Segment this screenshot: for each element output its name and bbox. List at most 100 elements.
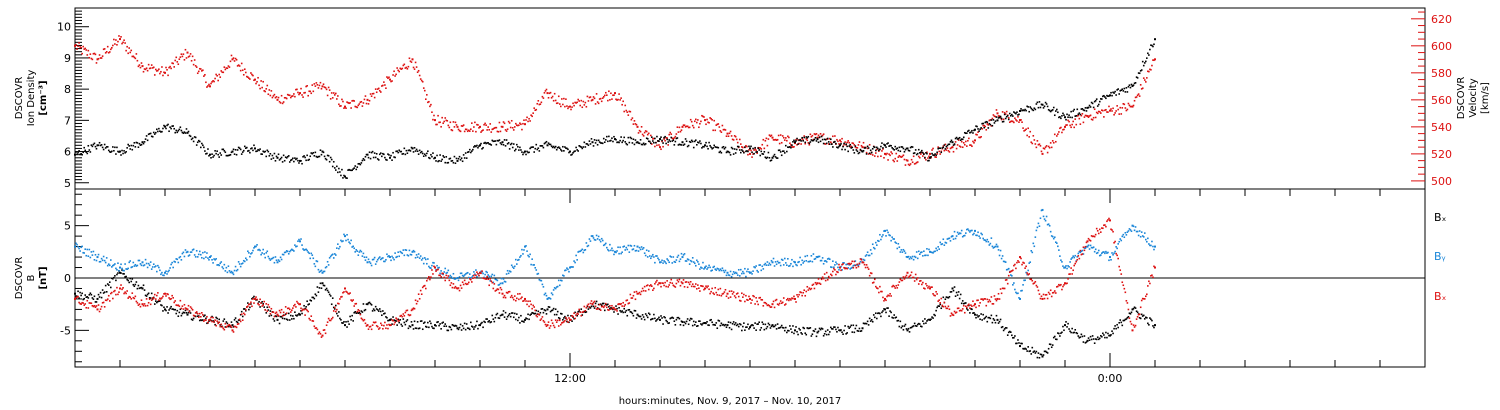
trace-point-velocity <box>617 98 619 101</box>
trace-point-by <box>326 260 329 263</box>
trace-point-bz <box>561 322 563 324</box>
trace-point-ion-density <box>701 147 703 149</box>
trace-point-by <box>725 274 728 277</box>
trace-point-bx <box>1140 313 1143 316</box>
trace-point-bx <box>824 330 827 333</box>
trace-point-bz <box>362 319 365 322</box>
trace-point-velocity <box>174 59 177 62</box>
data-point-bx <box>1064 324 1066 327</box>
trace-point-bz <box>574 317 576 320</box>
trace-point-bx <box>272 318 275 320</box>
trace-point-by <box>1110 258 1112 261</box>
trace-point-bz <box>427 277 429 280</box>
trace-point-ion-density <box>197 139 200 142</box>
trace-point-ion-density <box>122 152 124 155</box>
trace-point-ion-density <box>1035 103 1038 105</box>
trace-point-ion-density <box>898 146 901 149</box>
trace-point-ion-density <box>412 151 415 153</box>
trace-point-velocity <box>489 123 492 125</box>
trace-point-bx <box>819 328 822 331</box>
trace-point-ion-density <box>504 145 507 147</box>
trace-point-bx <box>252 297 254 299</box>
trace-point-velocity <box>308 90 311 93</box>
data-point-ion-density <box>929 156 931 159</box>
trace-point-bx <box>258 300 260 303</box>
trace-point-bx <box>278 322 281 325</box>
trace-point-bz <box>198 312 201 315</box>
trace-point-ion-density <box>852 149 855 151</box>
trace-point-bz <box>575 314 577 317</box>
trace-point-velocity <box>752 153 754 155</box>
trace-point-ion-density <box>255 150 257 153</box>
trace-point-by <box>1143 232 1146 234</box>
trace-point-bx <box>983 317 986 320</box>
trace-point-ion-density <box>606 135 608 138</box>
trace-point-bx <box>805 333 808 336</box>
trace-point-bz <box>280 308 283 311</box>
trace-point-by <box>513 265 516 268</box>
trace-point-bz <box>491 281 494 284</box>
trace-point-bx <box>468 328 471 331</box>
trace-point-velocity <box>682 124 685 126</box>
trace-point-velocity <box>279 102 282 104</box>
trace-point-velocity <box>1014 117 1016 120</box>
trace-point-velocity <box>782 136 785 139</box>
trace-point-bx <box>395 320 397 322</box>
trace-point-bx <box>767 322 770 325</box>
trace-point-velocity <box>268 89 271 91</box>
trace-point-bz <box>506 292 509 294</box>
trace-point-bx <box>841 331 843 334</box>
trace-point-bx <box>687 323 690 326</box>
trace-point-by <box>537 272 540 275</box>
trace-point-bz <box>402 313 405 315</box>
trace-point-by <box>1062 265 1064 267</box>
trace-point-bx <box>539 311 542 314</box>
trace-point-by <box>872 246 875 249</box>
trace-point-bx <box>895 316 898 319</box>
trace-point-velocity <box>1031 142 1034 145</box>
trace-point-bx <box>147 292 150 295</box>
trace-point-velocity <box>1114 112 1116 114</box>
trace-point-ion-density <box>748 145 750 148</box>
trace-point-bx <box>1071 327 1073 330</box>
trace-point-bx <box>980 313 982 315</box>
trace-point-bz <box>232 331 235 333</box>
trace-point-bz <box>538 313 541 316</box>
trace-point-bx <box>88 293 91 296</box>
trace-point-velocity <box>307 94 309 97</box>
trace-point-bx <box>407 327 410 330</box>
trace-point-bz <box>315 327 318 329</box>
trace-point-ion-density <box>1003 113 1006 116</box>
trace-point-ion-density <box>81 153 83 156</box>
trace-point-bx <box>1069 330 1071 333</box>
trace-point-ion-density <box>116 146 118 149</box>
data-point-by <box>1154 245 1156 248</box>
trace-point-velocity <box>891 152 893 155</box>
trace-point-ion-density <box>896 147 899 150</box>
trace-point-by <box>168 269 170 272</box>
trace-point-by <box>372 258 375 261</box>
trace-point-bz <box>513 295 516 297</box>
trace-point-bx <box>1026 350 1028 352</box>
trace-point-by <box>82 251 84 254</box>
trace-point-bx <box>891 316 893 319</box>
trace-point-bx <box>970 307 972 310</box>
trace-point-ion-density <box>86 152 89 155</box>
trace-point-velocity <box>355 106 358 108</box>
trace-point-velocity <box>778 142 781 145</box>
trace-point-velocity <box>707 121 709 124</box>
trace-point-velocity <box>533 107 536 109</box>
trace-point-ion-density <box>320 153 323 156</box>
trace-point-velocity <box>813 133 816 135</box>
trace-point-bx <box>342 322 344 324</box>
trace-point-by <box>1025 271 1027 274</box>
trace-point-ion-density <box>391 159 393 161</box>
trace-point-by <box>339 245 341 248</box>
trace-point-by <box>1014 288 1016 291</box>
trace-point-bz <box>175 304 178 306</box>
trace-point-ion-density <box>448 158 451 160</box>
trace-point-ion-density <box>519 146 521 149</box>
data-point-bz <box>254 297 256 300</box>
trace-point-bx <box>535 309 538 312</box>
data-point-bz <box>524 297 526 300</box>
